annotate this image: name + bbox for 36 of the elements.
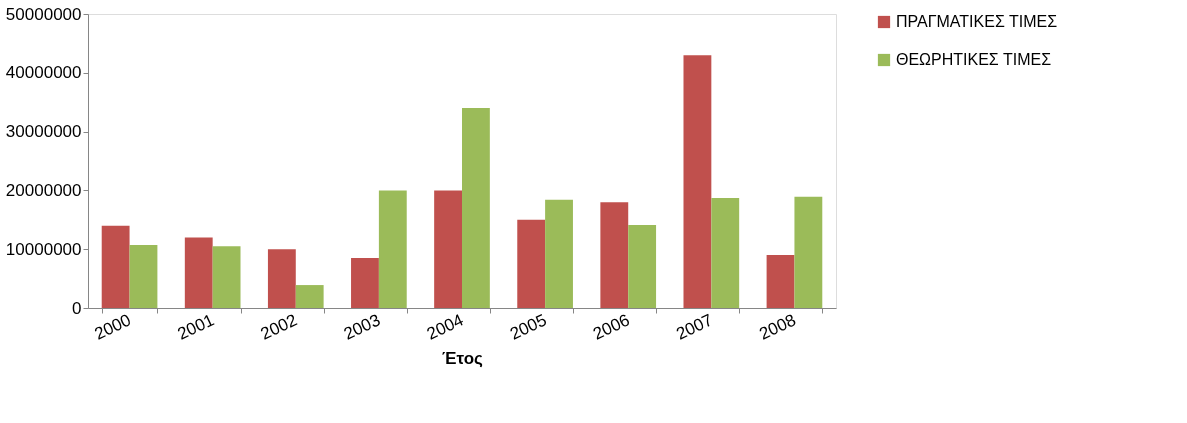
- x-tick-label: 2006: [590, 310, 633, 344]
- bar: [766, 255, 795, 308]
- bar: [462, 108, 490, 308]
- y-tick-label: 10000000: [5, 239, 82, 259]
- x-axis-title: Έτος: [442, 348, 484, 368]
- y-tick-label: 20000000: [5, 180, 82, 200]
- bar: [267, 249, 296, 308]
- x-tick-label: 2000: [91, 310, 134, 344]
- y-tick-label: 30000000: [5, 122, 82, 142]
- bar: [711, 198, 740, 308]
- bar: [351, 258, 379, 308]
- bar: [378, 190, 407, 308]
- bar: [212, 246, 241, 308]
- x-tick-label: 2004: [423, 310, 467, 344]
- bar: [517, 219, 546, 308]
- bar: [600, 202, 629, 308]
- x-tick-label: 2002: [257, 310, 301, 344]
- x-tick-label: 2005: [507, 310, 550, 344]
- bar: [295, 285, 324, 308]
- bar: [628, 225, 657, 308]
- bar: [434, 190, 462, 308]
- y-tick-label: 40000000: [5, 63, 82, 83]
- bar: [101, 225, 130, 308]
- y-tick-label: 0: [72, 298, 82, 318]
- x-tick-label: 2008: [756, 310, 799, 344]
- bar: [184, 237, 213, 308]
- legend-label: ΠΡΑΓΜΑΤΙΚΕΣ ΤΙΜΕΣ: [896, 13, 1058, 30]
- bar: [683, 55, 712, 308]
- bar: [545, 199, 573, 308]
- legend-label: ΘΕΩΡΗΤΙΚΕΣ ΤΙΜΕΣ: [896, 51, 1052, 68]
- x-tick-label: 2001: [174, 310, 217, 344]
- x-tick-label: 2007: [673, 310, 716, 344]
- bar: [129, 245, 158, 308]
- bar: [794, 196, 823, 308]
- y-tick-label: 50000000: [5, 4, 82, 24]
- x-tick-label: 2003: [340, 310, 384, 344]
